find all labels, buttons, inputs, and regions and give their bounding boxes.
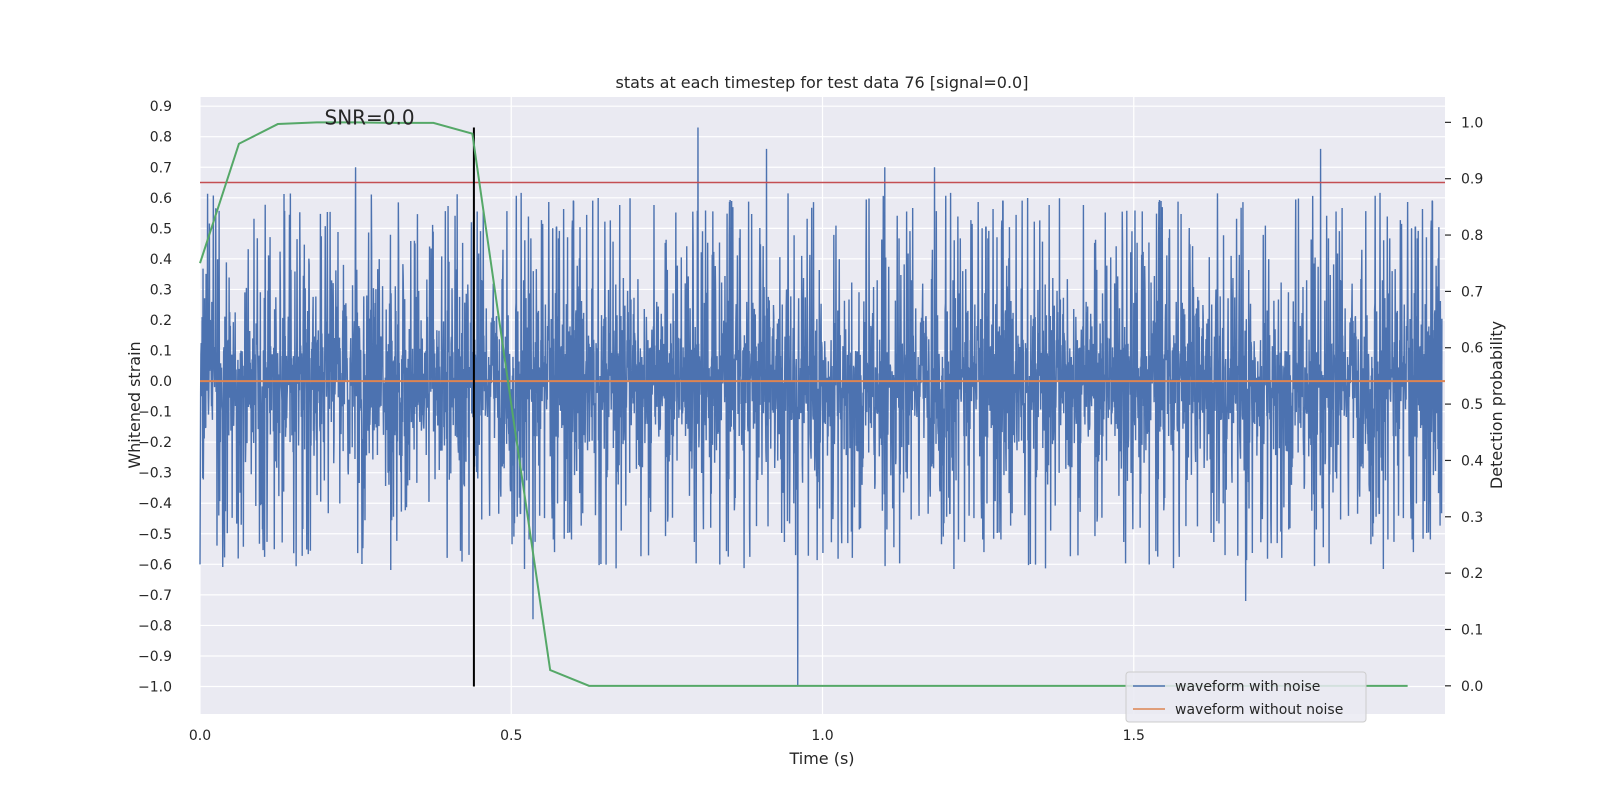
y-tick-label: −0.3 bbox=[138, 466, 172, 482]
y-tick-label: −0.2 bbox=[138, 435, 172, 451]
y2-tick-label: 1.0 bbox=[1461, 115, 1483, 131]
x-tick-label: 1.0 bbox=[811, 728, 833, 744]
y2-tick-label: 0.5 bbox=[1461, 397, 1483, 413]
y-tick-label: 0.1 bbox=[150, 344, 172, 360]
y-tick-label: −1.0 bbox=[138, 680, 172, 696]
x-tick-label: 0.5 bbox=[500, 728, 522, 744]
y-tick-label: −0.8 bbox=[138, 618, 172, 634]
legend: waveform with noise waveform without noi… bbox=[1125, 671, 1367, 723]
y2-axis-label: Detection probability bbox=[1487, 321, 1506, 489]
series-waveform-with-noise bbox=[199, 127, 1443, 687]
y2-tick-label: 0.4 bbox=[1461, 453, 1483, 469]
y2-tick-label: 0.8 bbox=[1461, 228, 1483, 244]
y-axis-label: Whitened strain bbox=[125, 341, 144, 468]
y2-tick-label: 0.9 bbox=[1461, 172, 1483, 188]
overlay-layer bbox=[199, 121, 1445, 687]
y-tick-label: 0.8 bbox=[150, 130, 172, 146]
y2-tick-label: 0.2 bbox=[1461, 566, 1483, 582]
y-tick-label: −0.4 bbox=[138, 496, 172, 512]
y-tick-label: −0.5 bbox=[138, 527, 172, 543]
series-layer bbox=[199, 127, 1445, 687]
y-tick-label: 0.4 bbox=[150, 252, 172, 268]
x-tick-label: 1.5 bbox=[1123, 728, 1145, 744]
y-tick-label: −0.1 bbox=[138, 405, 172, 421]
legend-label-noisy: waveform with noise bbox=[1175, 679, 1320, 695]
y-tick-label: −0.7 bbox=[138, 588, 172, 604]
axis-layer: 0.9 0.8 0.7 0.6 0.5 0.4 0.3 0.2 0.1 0.0 −0.1 −0.2 −0… bbox=[138, 99, 1483, 744]
chart-title: stats at each timestep for test data 76 … bbox=[616, 73, 1029, 92]
y2-tick-label: 0.1 bbox=[1461, 622, 1483, 638]
y-tick-label: 0.9 bbox=[150, 99, 172, 115]
x-axis-label: Time (s) bbox=[788, 749, 854, 768]
y-tick-label: −0.9 bbox=[138, 649, 172, 665]
y-tick-label: −0.6 bbox=[138, 557, 172, 573]
y-tick-label: 0.3 bbox=[150, 282, 172, 298]
legend-frame bbox=[1125, 671, 1367, 723]
legend-label-clean: waveform without noise bbox=[1175, 702, 1343, 718]
y2-tick-label: 0.7 bbox=[1461, 284, 1483, 300]
snr-annotation: SNR=0.0 bbox=[325, 106, 415, 130]
y-tick-label: 0.5 bbox=[150, 221, 172, 237]
series-detection-probability bbox=[199, 121, 1408, 687]
y-tick-label: 0.6 bbox=[150, 191, 172, 207]
y2-tick-label: 0.0 bbox=[1461, 679, 1483, 695]
y-tick-label: 0.0 bbox=[150, 374, 172, 390]
y-tick-label: 0.7 bbox=[150, 160, 172, 176]
y2-tick-label: 0.3 bbox=[1461, 510, 1483, 526]
y2-tick-label: 0.6 bbox=[1461, 341, 1483, 357]
y-tick-label: 0.2 bbox=[150, 313, 172, 329]
x-tick-label: 0.0 bbox=[189, 728, 211, 744]
